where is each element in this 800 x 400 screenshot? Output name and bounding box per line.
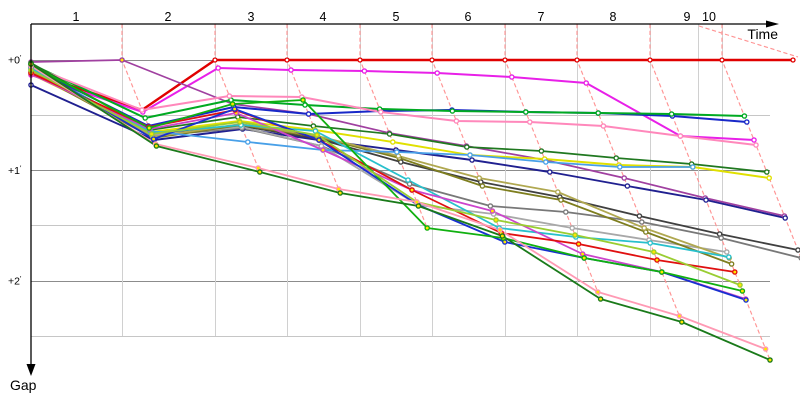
svg-text:Time: Time [747,26,778,42]
svg-text:6: 6 [465,10,472,24]
svg-text:+2': +2' [8,274,22,288]
svg-text:5: 5 [393,10,400,24]
svg-text:Gap: Gap [10,377,37,393]
svg-text:8: 8 [610,10,617,24]
svg-text:4: 4 [320,10,327,24]
svg-text:+0': +0' [8,53,22,67]
svg-text:10: 10 [702,10,716,24]
svg-text:2: 2 [165,10,172,24]
svg-text:9: 9 [684,10,691,24]
svg-text:+1': +1' [8,164,22,178]
svg-text:1: 1 [73,10,80,24]
svg-text:3: 3 [248,10,255,24]
svg-text:7: 7 [538,10,545,24]
